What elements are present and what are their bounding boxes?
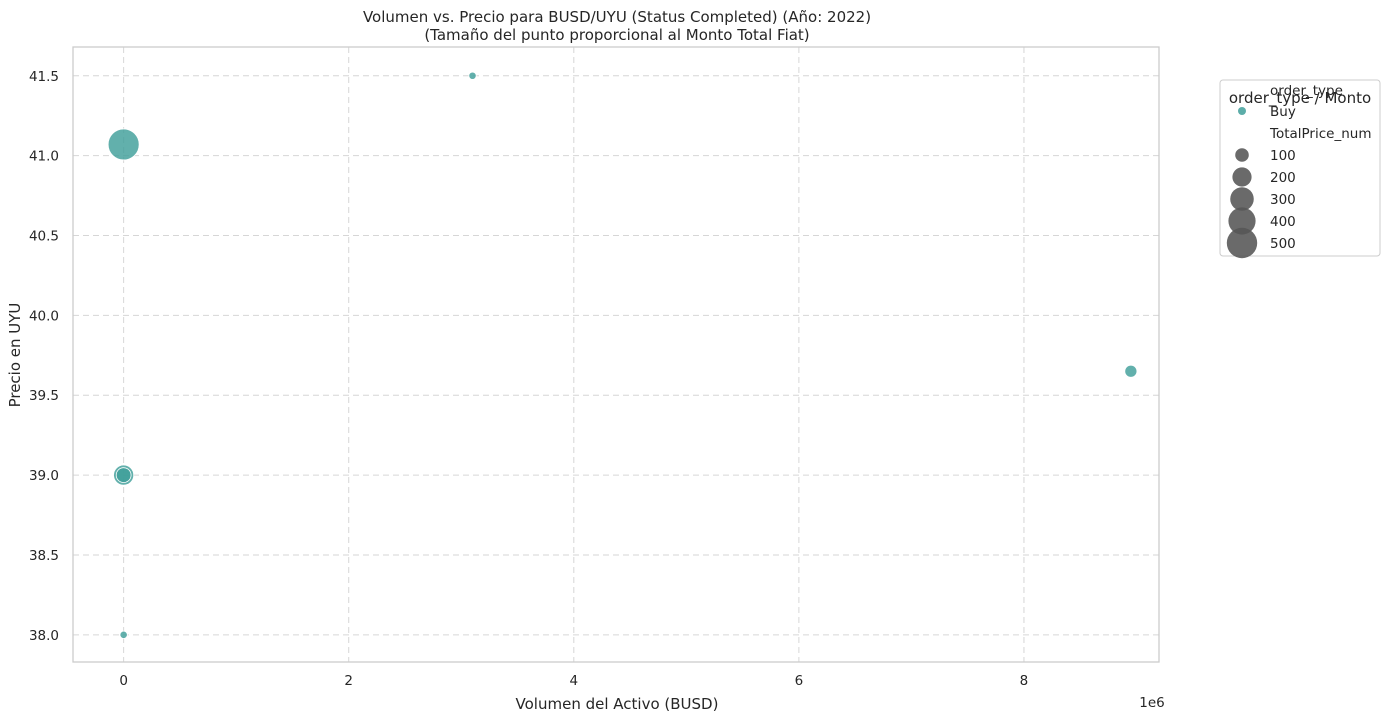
x-tick-label: 0 xyxy=(119,673,128,689)
chart-subtitle: (Tamaño del punto proporcional al Monto … xyxy=(424,26,809,44)
y-tick-label: 39.0 xyxy=(29,468,59,484)
data-point xyxy=(468,71,477,80)
chart-title: Volumen vs. Precio para BUSD/UYU (Status… xyxy=(363,8,871,26)
x-axis-scale-label: 1e6 xyxy=(1139,695,1164,711)
legend-box xyxy=(1219,79,1381,257)
legend-size-marker xyxy=(1235,148,1249,162)
x-tick-label: 2 xyxy=(344,673,353,689)
legend-label: Buy xyxy=(1270,104,1296,120)
y-tick-label: 41.5 xyxy=(29,69,59,85)
data-point xyxy=(1124,364,1138,378)
y-tick-label: 39.5 xyxy=(29,388,59,404)
y-tick-label: 41.0 xyxy=(29,149,59,165)
grid-lines xyxy=(73,47,1159,662)
legend-title: order_type / Monto xyxy=(1229,89,1371,108)
legend-size-label: 300 xyxy=(1270,192,1296,208)
data-points xyxy=(107,71,1138,639)
y-axis-label: Precio en UYU xyxy=(6,303,24,408)
legend-size-marker xyxy=(1228,207,1256,235)
legend-size-label: 400 xyxy=(1270,214,1296,230)
tick-labels: 0 2 4 6 8 38.0 38.5 39.0 39.5 40.0 40.5 41.0 41.5 xyxy=(29,69,1028,689)
y-tick-label: 38.5 xyxy=(29,548,59,564)
legend-size-label: 100 xyxy=(1270,148,1296,164)
legend-size-marker xyxy=(1232,167,1252,187)
data-point xyxy=(107,128,140,161)
data-point xyxy=(119,630,128,639)
legend-hue-title-text: order_type xyxy=(1270,83,1343,99)
y-tick-label: 40.5 xyxy=(29,228,59,244)
x-tick-label: 8 xyxy=(1020,673,1029,689)
legend-size-label: 200 xyxy=(1270,170,1296,186)
x-tick-label: 6 xyxy=(795,673,804,689)
legend-size-title: TotalPrice_num xyxy=(1269,126,1371,142)
y-tick-label: 40.0 xyxy=(29,308,59,324)
legend-items: order_type Buy TotalPrice_num 100 200 300 400 5… xyxy=(1226,83,1371,259)
x-axis-label: Volumen del Activo (BUSD) xyxy=(516,695,719,713)
y-tick-label: 38.0 xyxy=(29,628,59,644)
plot-frame xyxy=(72,46,1160,663)
legend-size-marker xyxy=(1230,187,1254,211)
data-point xyxy=(115,467,132,483)
legend-size-label: 500 xyxy=(1270,236,1296,252)
legend-marker xyxy=(1238,107,1246,115)
legend-size-marker xyxy=(1226,227,1258,259)
legend: order_type / Monto order_type order_type… xyxy=(1219,79,1381,259)
x-tick-label: 4 xyxy=(570,673,579,689)
